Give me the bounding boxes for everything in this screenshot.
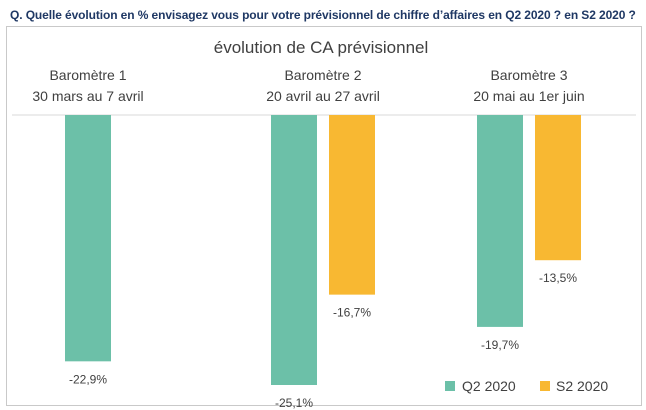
bar-q2-2020 [271, 115, 317, 385]
data-label: -13,5% [539, 271, 577, 285]
chart-title: évolution de CA prévisionnel [214, 38, 429, 57]
category-label: Baromètre 2 [284, 67, 361, 83]
bar-s2-2020 [329, 115, 375, 295]
category-period: 30 mars au 7 avril [32, 88, 143, 104]
data-label: -25,1% [275, 396, 313, 410]
data-label: -22,9% [69, 372, 107, 386]
chart-frame [6, 26, 642, 406]
category-period: 20 avril au 27 avril [266, 88, 380, 104]
question-text: Q. Quelle évolution en % envisagez vous … [10, 8, 636, 22]
legend-swatch-q2 [445, 381, 455, 391]
data-label: -19,7% [481, 338, 519, 352]
legend-swatch-s2 [540, 381, 550, 391]
bar-s2-2020 [535, 115, 581, 261]
legend-label-s2: S2 2020 [556, 378, 608, 394]
category-label: Baromètre 1 [49, 67, 126, 83]
category-label: Baromètre 3 [490, 67, 567, 83]
bar-q2-2020 [477, 115, 523, 327]
legend-label-q2: Q2 2020 [462, 378, 516, 394]
data-label: -16,7% [333, 306, 371, 320]
bar-q2-2020 [65, 115, 111, 362]
category-period: 20 mai au 1er juin [473, 88, 584, 104]
